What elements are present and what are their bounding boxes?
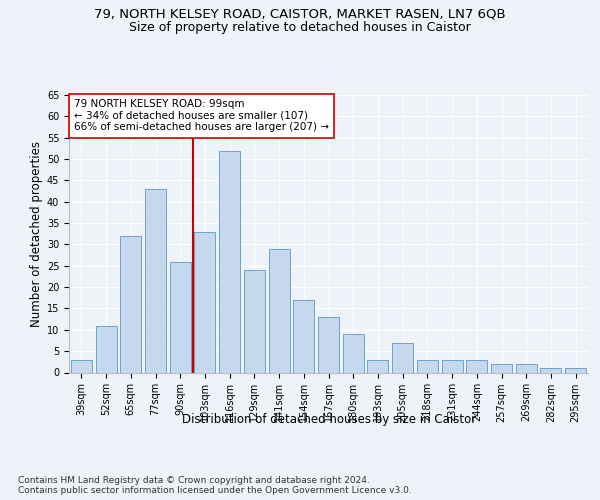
Bar [269, 248, 290, 372]
Bar [565, 368, 586, 372]
Bar [442, 360, 463, 372]
Y-axis label: Number of detached properties: Number of detached properties [29, 141, 43, 327]
Bar [145, 189, 166, 372]
Bar [194, 232, 215, 372]
Bar [244, 270, 265, 372]
Bar [95, 326, 116, 372]
Text: Size of property relative to detached houses in Caistor: Size of property relative to detached ho… [129, 22, 471, 35]
Bar [541, 368, 562, 372]
Bar [120, 236, 141, 372]
Bar [293, 300, 314, 372]
Bar [491, 364, 512, 372]
Bar [343, 334, 364, 372]
Bar [71, 360, 92, 372]
Bar [516, 364, 537, 372]
Bar [466, 360, 487, 372]
Text: 79, NORTH KELSEY ROAD, CAISTOR, MARKET RASEN, LN7 6QB: 79, NORTH KELSEY ROAD, CAISTOR, MARKET R… [94, 8, 506, 20]
Bar [219, 150, 240, 372]
Text: Contains HM Land Registry data © Crown copyright and database right 2024.
Contai: Contains HM Land Registry data © Crown c… [18, 476, 412, 495]
Bar [417, 360, 438, 372]
Bar [367, 360, 388, 372]
Bar [318, 317, 339, 372]
Text: Distribution of detached houses by size in Caistor: Distribution of detached houses by size … [182, 412, 476, 426]
Text: 79 NORTH KELSEY ROAD: 99sqm
← 34% of detached houses are smaller (107)
66% of se: 79 NORTH KELSEY ROAD: 99sqm ← 34% of det… [74, 99, 329, 132]
Bar [170, 262, 191, 372]
Bar [392, 342, 413, 372]
